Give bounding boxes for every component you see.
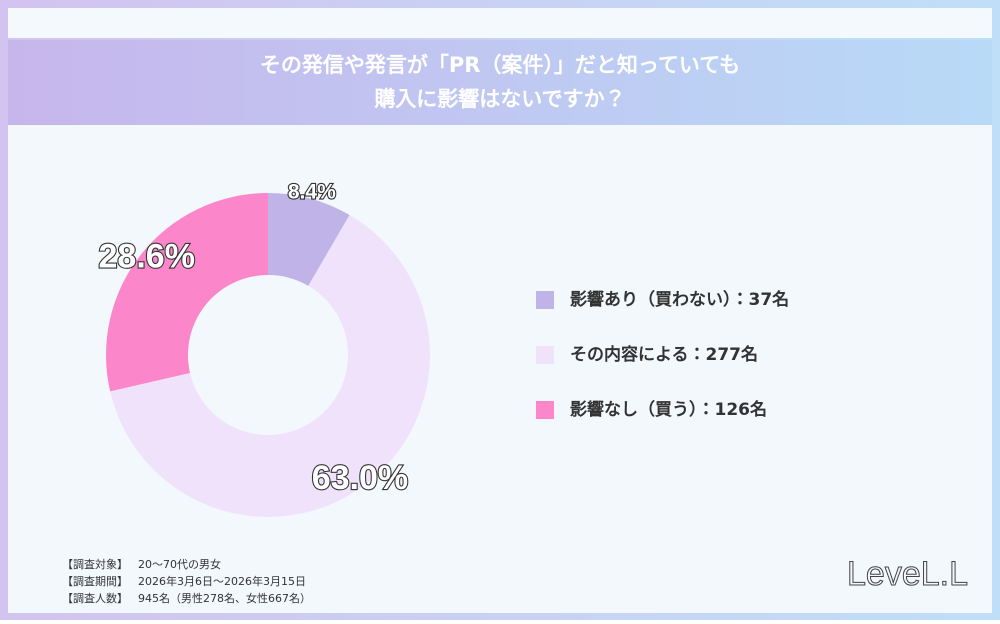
note-label: 【調査人数】	[62, 591, 128, 605]
chart-title: 購入に影響はないですか？	[373, 87, 625, 111]
legend-label: 影響なし（買う）：126名	[570, 399, 767, 420]
legend-swatch	[536, 346, 554, 364]
chart-title: その発信や発言が「PR（案件）」だと知っていても	[260, 53, 740, 77]
note-text: 20～70代の男女	[138, 558, 221, 571]
slice	[110, 215, 430, 517]
legend-swatch	[536, 291, 554, 309]
legend-swatch	[536, 401, 554, 419]
title-band	[8, 40, 992, 125]
top-bar	[8, 8, 992, 38]
note-text: 2026年3月6日～2026年3月15日	[138, 574, 306, 588]
slice	[268, 193, 350, 286]
value-label: 63.0%	[312, 459, 408, 497]
note-label: 【調査対象】	[62, 557, 128, 571]
note-text: 945名（男性278名、女性667名）	[138, 591, 311, 605]
slice	[106, 193, 268, 392]
legend-label: その内容による：277名	[570, 344, 758, 365]
legend-label: 影響あり（買わない）：37名	[570, 289, 789, 310]
logo: LeveL.L	[847, 555, 968, 593]
value-label: 28.6%	[99, 237, 195, 275]
note-label: 【調査期間】	[62, 574, 128, 588]
value-label: 8.4%	[288, 180, 336, 203]
